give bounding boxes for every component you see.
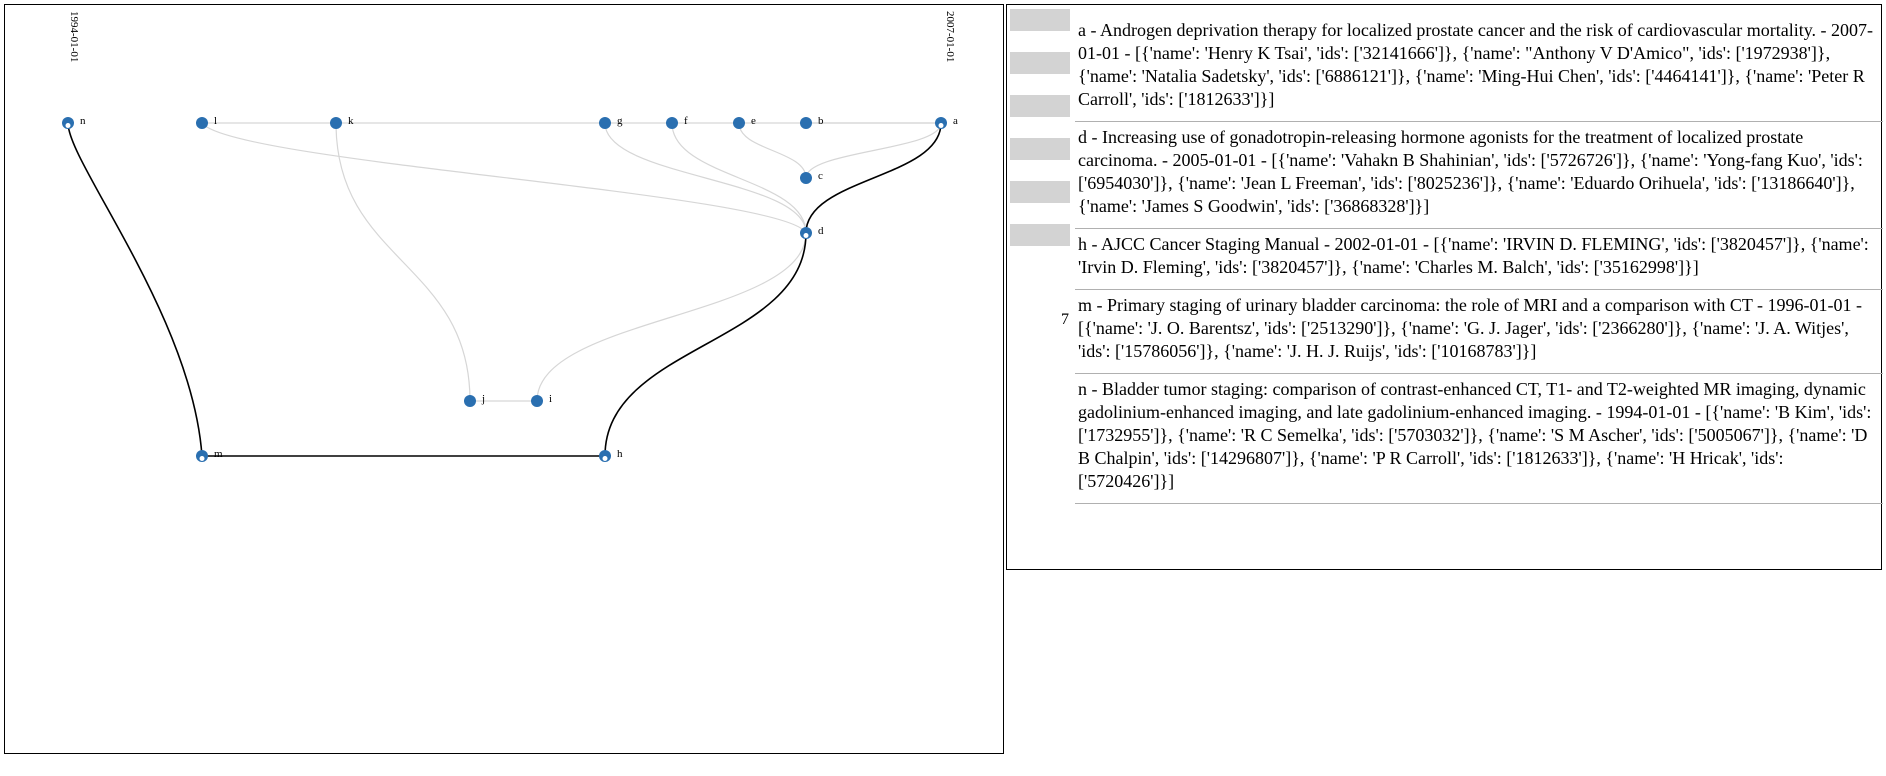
- sidebar-bars: [1010, 9, 1070, 267]
- node-b-dot[interactable]: [800, 117, 812, 129]
- nodes-layer: n l k g f e b a c d j i m h: [62, 115, 958, 462]
- sidebar-bar[interactable]: [1010, 52, 1070, 74]
- node-i[interactable]: i: [531, 393, 552, 407]
- paper-item-d[interactable]: d - Increasing use of gonadotropin-relea…: [1075, 122, 1883, 229]
- edge-l-d: [201, 122, 807, 234]
- paper-count: 7: [1061, 311, 1069, 328]
- citation-graph-panel: 1994-01-01 2007-01-01 n l k g f e b a c d j i m h: [4, 4, 1004, 754]
- node-l-dot[interactable]: [196, 117, 208, 129]
- node-n-label: n: [80, 115, 86, 127]
- node-a-selected-mark: [938, 123, 944, 128]
- node-g[interactable]: g: [599, 115, 623, 129]
- node-d[interactable]: d: [800, 225, 824, 239]
- timeline-end-label: 2007-01-01: [944, 11, 956, 62]
- node-f-label: f: [684, 115, 688, 127]
- edge-m-n: [67, 122, 203, 457]
- node-m-label: m: [214, 448, 223, 460]
- timeline-start-label: 1994-01-01: [68, 11, 80, 62]
- node-h-label: h: [617, 448, 623, 460]
- paper-list-panel: 7 a - Androgen deprivation therapy for l…: [1006, 4, 1883, 570]
- node-b-label: b: [818, 115, 824, 127]
- node-n-selected-mark: [65, 123, 71, 128]
- sidebar-bar[interactable]: [1010, 224, 1070, 246]
- node-e[interactable]: e: [733, 115, 756, 129]
- node-j[interactable]: j: [464, 393, 485, 407]
- edge-g-d: [604, 122, 807, 234]
- node-l[interactable]: l: [196, 115, 217, 129]
- paper-item-m[interactable]: m - Primary staging of urinary bladder c…: [1075, 290, 1883, 374]
- sidebar-bar[interactable]: [1010, 138, 1070, 160]
- edge-a-d: [805, 122, 942, 234]
- node-c[interactable]: c: [800, 170, 823, 184]
- node-d-label: d: [818, 225, 824, 237]
- node-e-label: e: [751, 115, 756, 127]
- paper-item-a[interactable]: a - Androgen deprivation therapy for loc…: [1075, 15, 1883, 122]
- node-g-dot[interactable]: [599, 117, 611, 129]
- node-l-label: l: [214, 115, 217, 127]
- edge-a-c: [805, 122, 942, 179]
- node-e-dot[interactable]: [733, 117, 745, 129]
- node-c-label: c: [818, 170, 823, 182]
- paper-list: a - Androgen deprivation therapy for loc…: [1075, 15, 1883, 504]
- node-m-selected-mark: [199, 456, 205, 461]
- node-m[interactable]: m: [196, 448, 223, 462]
- node-n[interactable]: n: [62, 115, 86, 129]
- node-c-dot[interactable]: [800, 172, 812, 184]
- sidebar-bar[interactable]: [1010, 9, 1070, 31]
- node-g-label: g: [617, 115, 623, 127]
- node-h-selected-mark: [602, 456, 608, 461]
- paper-item-n[interactable]: n - Bladder tumor staging: comparison of…: [1075, 374, 1883, 504]
- edge-d-i: [536, 232, 807, 402]
- node-k-dot[interactable]: [330, 117, 342, 129]
- node-b[interactable]: b: [800, 115, 824, 129]
- node-i-dot[interactable]: [531, 395, 543, 407]
- node-i-label: i: [549, 393, 552, 405]
- sidebar-bar[interactable]: [1010, 181, 1070, 203]
- edge-f-d: [671, 122, 807, 234]
- edge-k-j: [335, 122, 471, 402]
- node-a[interactable]: a: [935, 115, 958, 129]
- paper-item-h[interactable]: h - AJCC Cancer Staging Manual - 2002-01…: [1075, 229, 1883, 290]
- node-h[interactable]: h: [599, 448, 623, 462]
- node-a-label: a: [953, 115, 958, 127]
- node-k[interactable]: k: [330, 115, 354, 129]
- sidebar-bar[interactable]: [1010, 95, 1070, 117]
- node-j-dot[interactable]: [464, 395, 476, 407]
- edges-layer: [67, 122, 942, 457]
- node-f-dot[interactable]: [666, 117, 678, 129]
- edge-e-c: [738, 122, 807, 179]
- node-k-label: k: [348, 115, 354, 127]
- node-j-label: j: [481, 393, 485, 405]
- node-d-selected-mark: [803, 233, 809, 238]
- node-f[interactable]: f: [666, 115, 688, 129]
- citation-graph: 1994-01-01 2007-01-01 n l k g f e b a c d j i m h: [62, 11, 958, 462]
- edge-d-h: [604, 232, 807, 457]
